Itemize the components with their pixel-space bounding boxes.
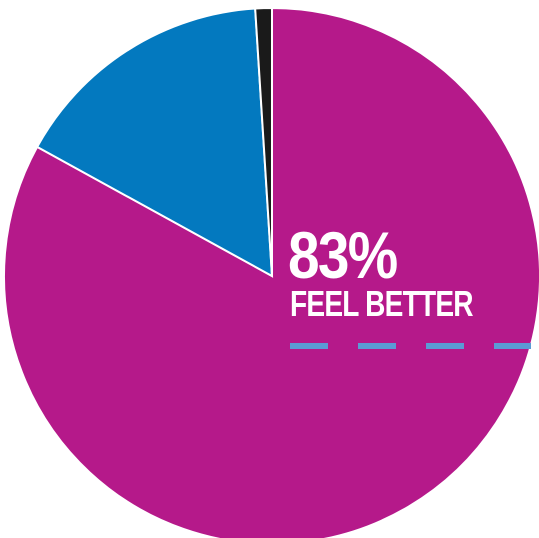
slice-black <box>254 6 273 277</box>
callout-percentage: 83% <box>288 218 398 292</box>
pie-slices <box>3 6 539 538</box>
callout-label: FEEL BETTER <box>290 283 474 324</box>
slice-blue <box>35 7 274 278</box>
slice-feel-better <box>3 6 539 538</box>
